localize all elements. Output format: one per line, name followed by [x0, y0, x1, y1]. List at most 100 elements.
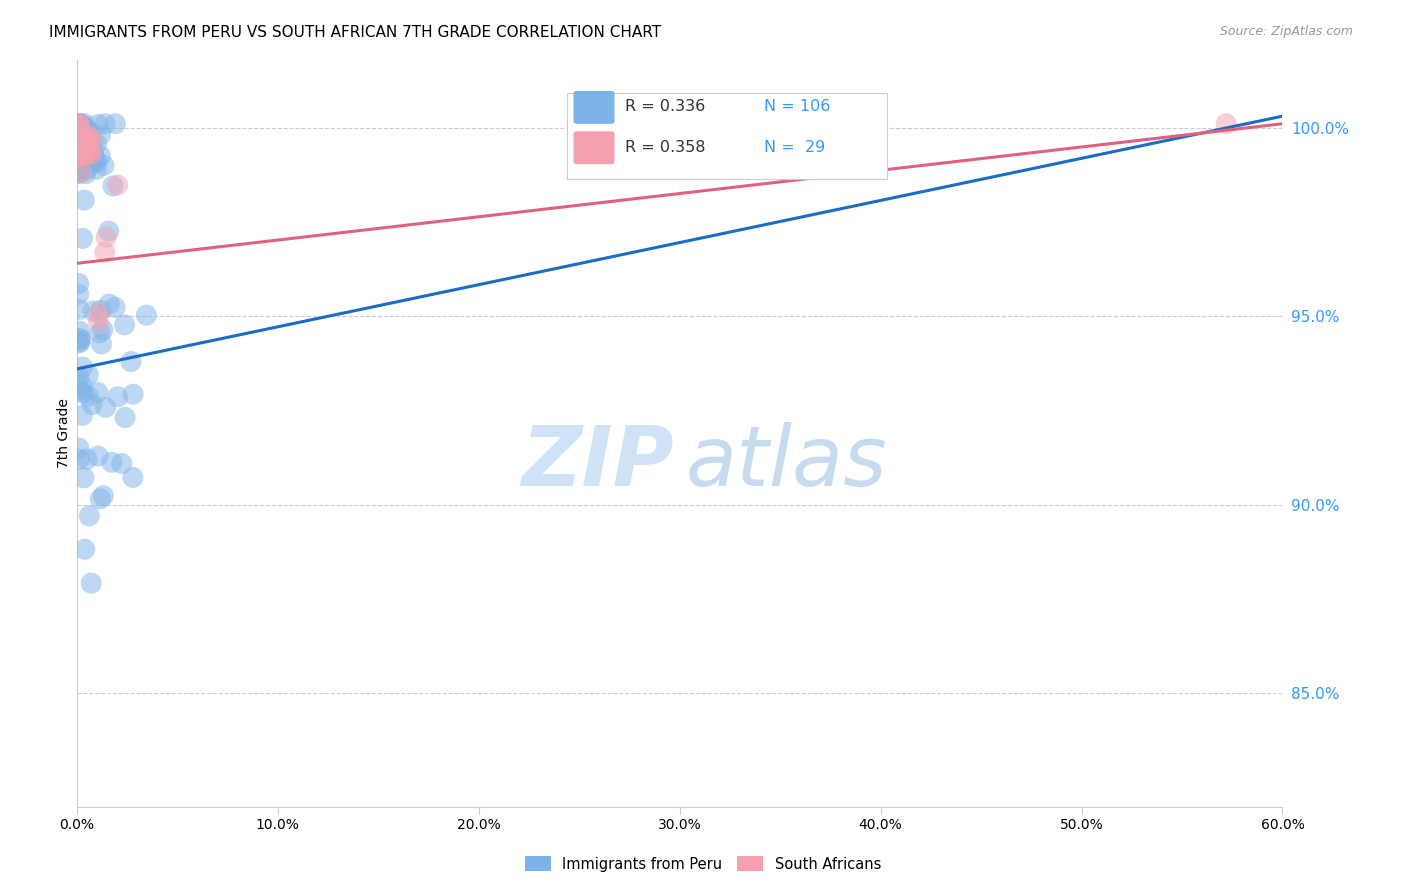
Point: [111, 457, 134, 471]
Point: [77, 136, 100, 150]
Point: [83, 150, 105, 164]
Point: [67, 441, 90, 455]
Point: [75, 167, 97, 181]
Point: [70, 147, 93, 161]
Point: [67, 144, 90, 158]
Point: [72, 125, 94, 139]
Point: [73, 128, 96, 142]
Point: [72, 379, 94, 393]
Point: [67, 166, 90, 180]
Text: R = 0.336: R = 0.336: [626, 99, 706, 114]
Point: [76, 147, 98, 161]
Point: [67, 123, 90, 137]
Point: [87, 306, 110, 320]
Point: [73, 139, 96, 153]
Point: [67, 370, 90, 384]
Point: [80, 147, 103, 161]
Point: [120, 354, 142, 368]
Point: [77, 131, 100, 145]
Point: [67, 277, 90, 291]
Point: [69, 332, 91, 346]
Point: [89, 491, 111, 506]
Point: [69, 117, 91, 131]
Point: [87, 449, 110, 463]
Point: [94, 117, 117, 131]
Point: [72, 120, 94, 135]
Point: [77, 128, 100, 142]
Point: [84, 153, 107, 167]
Text: R = 0.358: R = 0.358: [626, 140, 706, 155]
Point: [101, 178, 124, 193]
Point: [114, 410, 136, 425]
Point: [87, 315, 110, 329]
Point: [80, 145, 103, 159]
Point: [70, 127, 93, 141]
Point: [67, 128, 90, 142]
Point: [70, 166, 93, 180]
Point: [69, 119, 91, 133]
Point: [73, 134, 96, 148]
Point: [80, 576, 103, 591]
Point: [70, 124, 93, 138]
Point: [77, 389, 100, 403]
Point: [72, 360, 94, 375]
Point: [67, 117, 90, 131]
Point: [69, 139, 91, 153]
Point: [77, 129, 100, 144]
Point: [67, 166, 90, 180]
Point: [70, 155, 93, 169]
Point: [69, 137, 91, 152]
Point: [1215, 117, 1237, 131]
Point: [97, 224, 120, 238]
Point: [82, 304, 104, 318]
Point: [67, 153, 90, 167]
Point: [80, 398, 103, 412]
Point: [67, 118, 90, 132]
Point: [76, 162, 98, 177]
Point: [82, 145, 104, 160]
Point: [72, 231, 94, 245]
Point: [70, 149, 93, 163]
Point: [70, 142, 93, 156]
Point: [135, 308, 157, 322]
Point: [122, 470, 145, 484]
Point: [101, 455, 124, 469]
Point: [82, 156, 104, 170]
Point: [93, 158, 115, 172]
Point: [67, 137, 90, 152]
Point: [73, 117, 96, 131]
FancyBboxPatch shape: [568, 94, 887, 179]
Point: [76, 124, 98, 138]
Point: [79, 140, 101, 154]
Point: [80, 132, 103, 146]
Point: [114, 318, 136, 332]
Y-axis label: 7th Grade: 7th Grade: [58, 398, 72, 468]
Point: [67, 335, 90, 350]
Point: [67, 129, 90, 144]
Point: [91, 323, 114, 337]
Point: [86, 162, 108, 177]
Point: [75, 122, 97, 136]
Point: [69, 332, 91, 346]
Point: [67, 134, 90, 148]
Point: [69, 162, 91, 177]
Point: [89, 326, 111, 340]
Point: [87, 385, 110, 400]
Point: [67, 151, 90, 165]
Point: [67, 302, 90, 317]
Point: [72, 145, 94, 159]
Point: [104, 301, 127, 315]
Point: [73, 193, 96, 207]
Point: [76, 452, 98, 467]
FancyBboxPatch shape: [574, 91, 614, 124]
Text: ZIP: ZIP: [522, 423, 673, 503]
Point: [86, 154, 108, 169]
Point: [67, 146, 90, 161]
Point: [89, 149, 111, 163]
Point: [72, 145, 94, 160]
Text: N = 106: N = 106: [763, 99, 831, 114]
Point: [98, 297, 121, 311]
Point: [77, 123, 100, 137]
Point: [72, 119, 94, 133]
Point: [87, 118, 110, 132]
